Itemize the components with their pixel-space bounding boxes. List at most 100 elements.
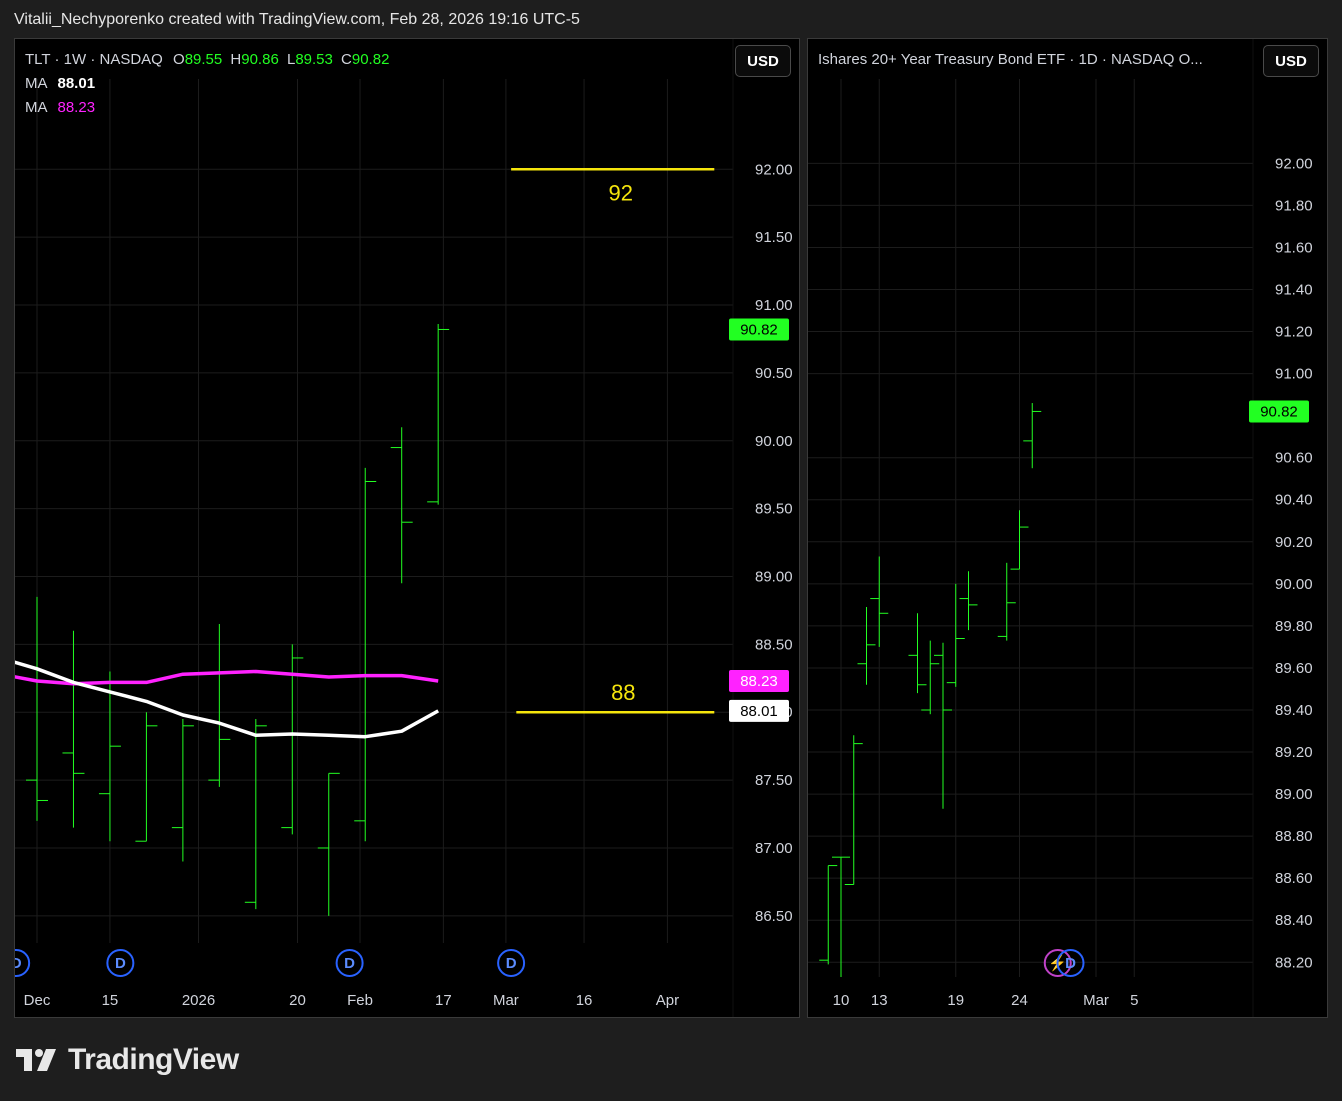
y-tick-label: 91.50 (755, 229, 793, 246)
x-tick-label: 2026 (182, 992, 215, 1009)
y-tick-label: 91.40 (1275, 282, 1313, 299)
y-tick-label: 90.00 (1275, 576, 1313, 593)
ma-fast-legend[interactable]: MA 88.01 (25, 75, 95, 92)
ohlc-bar[interactable] (946, 583, 965, 687)
x-tick-label: 19 (947, 992, 964, 1009)
y-tick-label: 88.20 (1275, 954, 1313, 971)
ohlc-bar[interactable] (427, 324, 450, 505)
y-tick-label: 89.50 (755, 501, 793, 518)
x-tick-label: 13 (871, 992, 888, 1009)
tradingview-logo[interactable]: TradingView (16, 1042, 239, 1078)
event-badge-label: D (344, 955, 355, 972)
price-tag-bg (1249, 400, 1309, 423)
symbol-interval[interactable]: 1W (63, 51, 87, 68)
ohlc-bar[interactable] (832, 856, 850, 977)
ohlc-bar[interactable] (908, 613, 927, 694)
ma-fast-line (15, 660, 440, 739)
price-tag-label: 90.82 (740, 321, 778, 338)
ohlc-bar[interactable] (1010, 510, 1029, 570)
x-tick-label: Dec (24, 992, 51, 1009)
y-tick-label: 89.20 (1275, 744, 1313, 761)
y-tick-label: 90.50 (755, 365, 793, 382)
ohlc-bar[interactable] (959, 571, 978, 631)
currency-button[interactable]: USD (1263, 45, 1319, 77)
tradingview-wordmark: TradingView (68, 1043, 239, 1076)
weekly-chart-pane[interactable]: 86.5087.0087.5088.0088.5089.0089.5090.00… (14, 38, 800, 1018)
ohlc-bar[interactable] (244, 719, 267, 910)
ma-fast-value: 88.01 (57, 75, 96, 92)
y-tick-label: 92.00 (755, 161, 793, 178)
event-badge-label: D (1065, 955, 1076, 972)
chart-credit: Vitalii_Nechyporenko created with Tradin… (14, 11, 580, 28)
dividend-event-badge (497, 949, 526, 977)
ohlc-bar[interactable] (62, 630, 85, 828)
open-label: O (173, 51, 185, 68)
ohlc-bar[interactable] (317, 772, 340, 916)
close-label: C (341, 51, 352, 68)
ohlc-bar[interactable] (997, 562, 1016, 641)
daily-chart-canvas[interactable]: 88.20 88.40 88.60 88.80 89.00 89.20 89.40 89.60… (808, 39, 1328, 1018)
symbol-name[interactable]: TLT (25, 51, 51, 68)
ohlc-bar[interactable] (98, 671, 121, 842)
low-value: 89.53 (295, 51, 333, 68)
event-badge-label: D (506, 955, 517, 972)
ohlc-bar[interactable] (390, 427, 413, 584)
ohlc-bar[interactable] (281, 644, 304, 835)
y-tick-label: 90.20 (1275, 534, 1313, 551)
ohlc-bar[interactable] (171, 719, 194, 862)
y-tick-label: 91.00 (755, 297, 793, 314)
open-value: 89.55 (184, 51, 223, 68)
y-tick-label: 89.80 (1275, 618, 1313, 635)
weekly-chart-canvas[interactable]: 86.5087.0087.5088.0088.5089.0089.5090.00… (15, 39, 800, 1018)
ohlc-bar[interactable] (844, 735, 863, 885)
high-value: 90.86 (241, 51, 279, 68)
x-tick-label: 10 (833, 992, 850, 1009)
y-tick-label: 90.40 (1275, 492, 1313, 509)
dividend-event-badge (1056, 949, 1085, 977)
ohlc-bar[interactable] (819, 865, 838, 965)
x-tick-label: 20 (289, 992, 306, 1009)
y-tick-label: 89.60 (1275, 660, 1313, 677)
price-tag-bg (729, 318, 789, 341)
x-tick-label: 24 (1011, 992, 1028, 1009)
ma-slow-legend[interactable]: MA 88.23 (25, 99, 95, 116)
ohlc-bar[interactable] (870, 556, 889, 647)
symbol-exchange: NASDAQ (99, 51, 163, 68)
ohlc-bar[interactable] (857, 606, 876, 685)
price-level-label: 92 (608, 180, 632, 205)
currency-button[interactable]: USD (735, 45, 791, 77)
ohlc-bar[interactable] (1023, 403, 1042, 469)
daily-chart-pane[interactable]: 88.20 88.40 88.60 88.80 89.00 89.20 89.40 89.60… (807, 38, 1328, 1018)
y-tick-label: 86.50 (755, 908, 793, 925)
event-badge-label: D (115, 955, 126, 972)
high-label: H (230, 51, 242, 68)
dividend-event-badge (106, 949, 135, 977)
y-tick-label: 88.50 (755, 636, 793, 653)
price-level-label: 88 (611, 680, 635, 705)
symbol-header: TLT · 1W · NASDAQ O89.55 H90.86 L89.53 C… (25, 51, 390, 68)
x-tick-label: Feb (347, 992, 373, 1009)
ohlc-bar[interactable] (354, 467, 377, 842)
y-tick-label: 88.60 (1275, 870, 1313, 887)
x-tick-label: 5 (1130, 992, 1138, 1009)
y-tick-label: 91.00 (1275, 366, 1313, 383)
x-tick-label: Mar (493, 992, 519, 1009)
y-tick-label: 88.40 (1275, 912, 1313, 929)
event-badge-label: D (15, 955, 22, 972)
price-tag-bg (729, 670, 789, 693)
price-tag-label: 90.82 (1260, 403, 1298, 420)
symbol-title[interactable]: Ishares 20+ Year Treasury Bond ETF · 1D … (818, 51, 1203, 68)
x-tick-label: 16 (576, 992, 593, 1009)
ohlc-bar[interactable] (208, 624, 231, 787)
y-tick-label: 89.00 (755, 569, 793, 586)
y-tick-label: 90.60 (1275, 450, 1313, 467)
y-tick-label: 89.00 (1275, 786, 1313, 803)
y-tick-label: 91.60 (1275, 239, 1313, 256)
x-tick-label: 15 (102, 992, 119, 1009)
ohlc-bar[interactable] (921, 640, 940, 715)
symbol-header: Ishares 20+ Year Treasury Bond ETF · 1D … (818, 51, 1203, 68)
ohlc-bar[interactable] (934, 642, 952, 809)
ohlc-bar[interactable] (26, 596, 48, 821)
ohlc-bar[interactable] (135, 712, 158, 842)
dividend-event-badge (335, 949, 364, 977)
